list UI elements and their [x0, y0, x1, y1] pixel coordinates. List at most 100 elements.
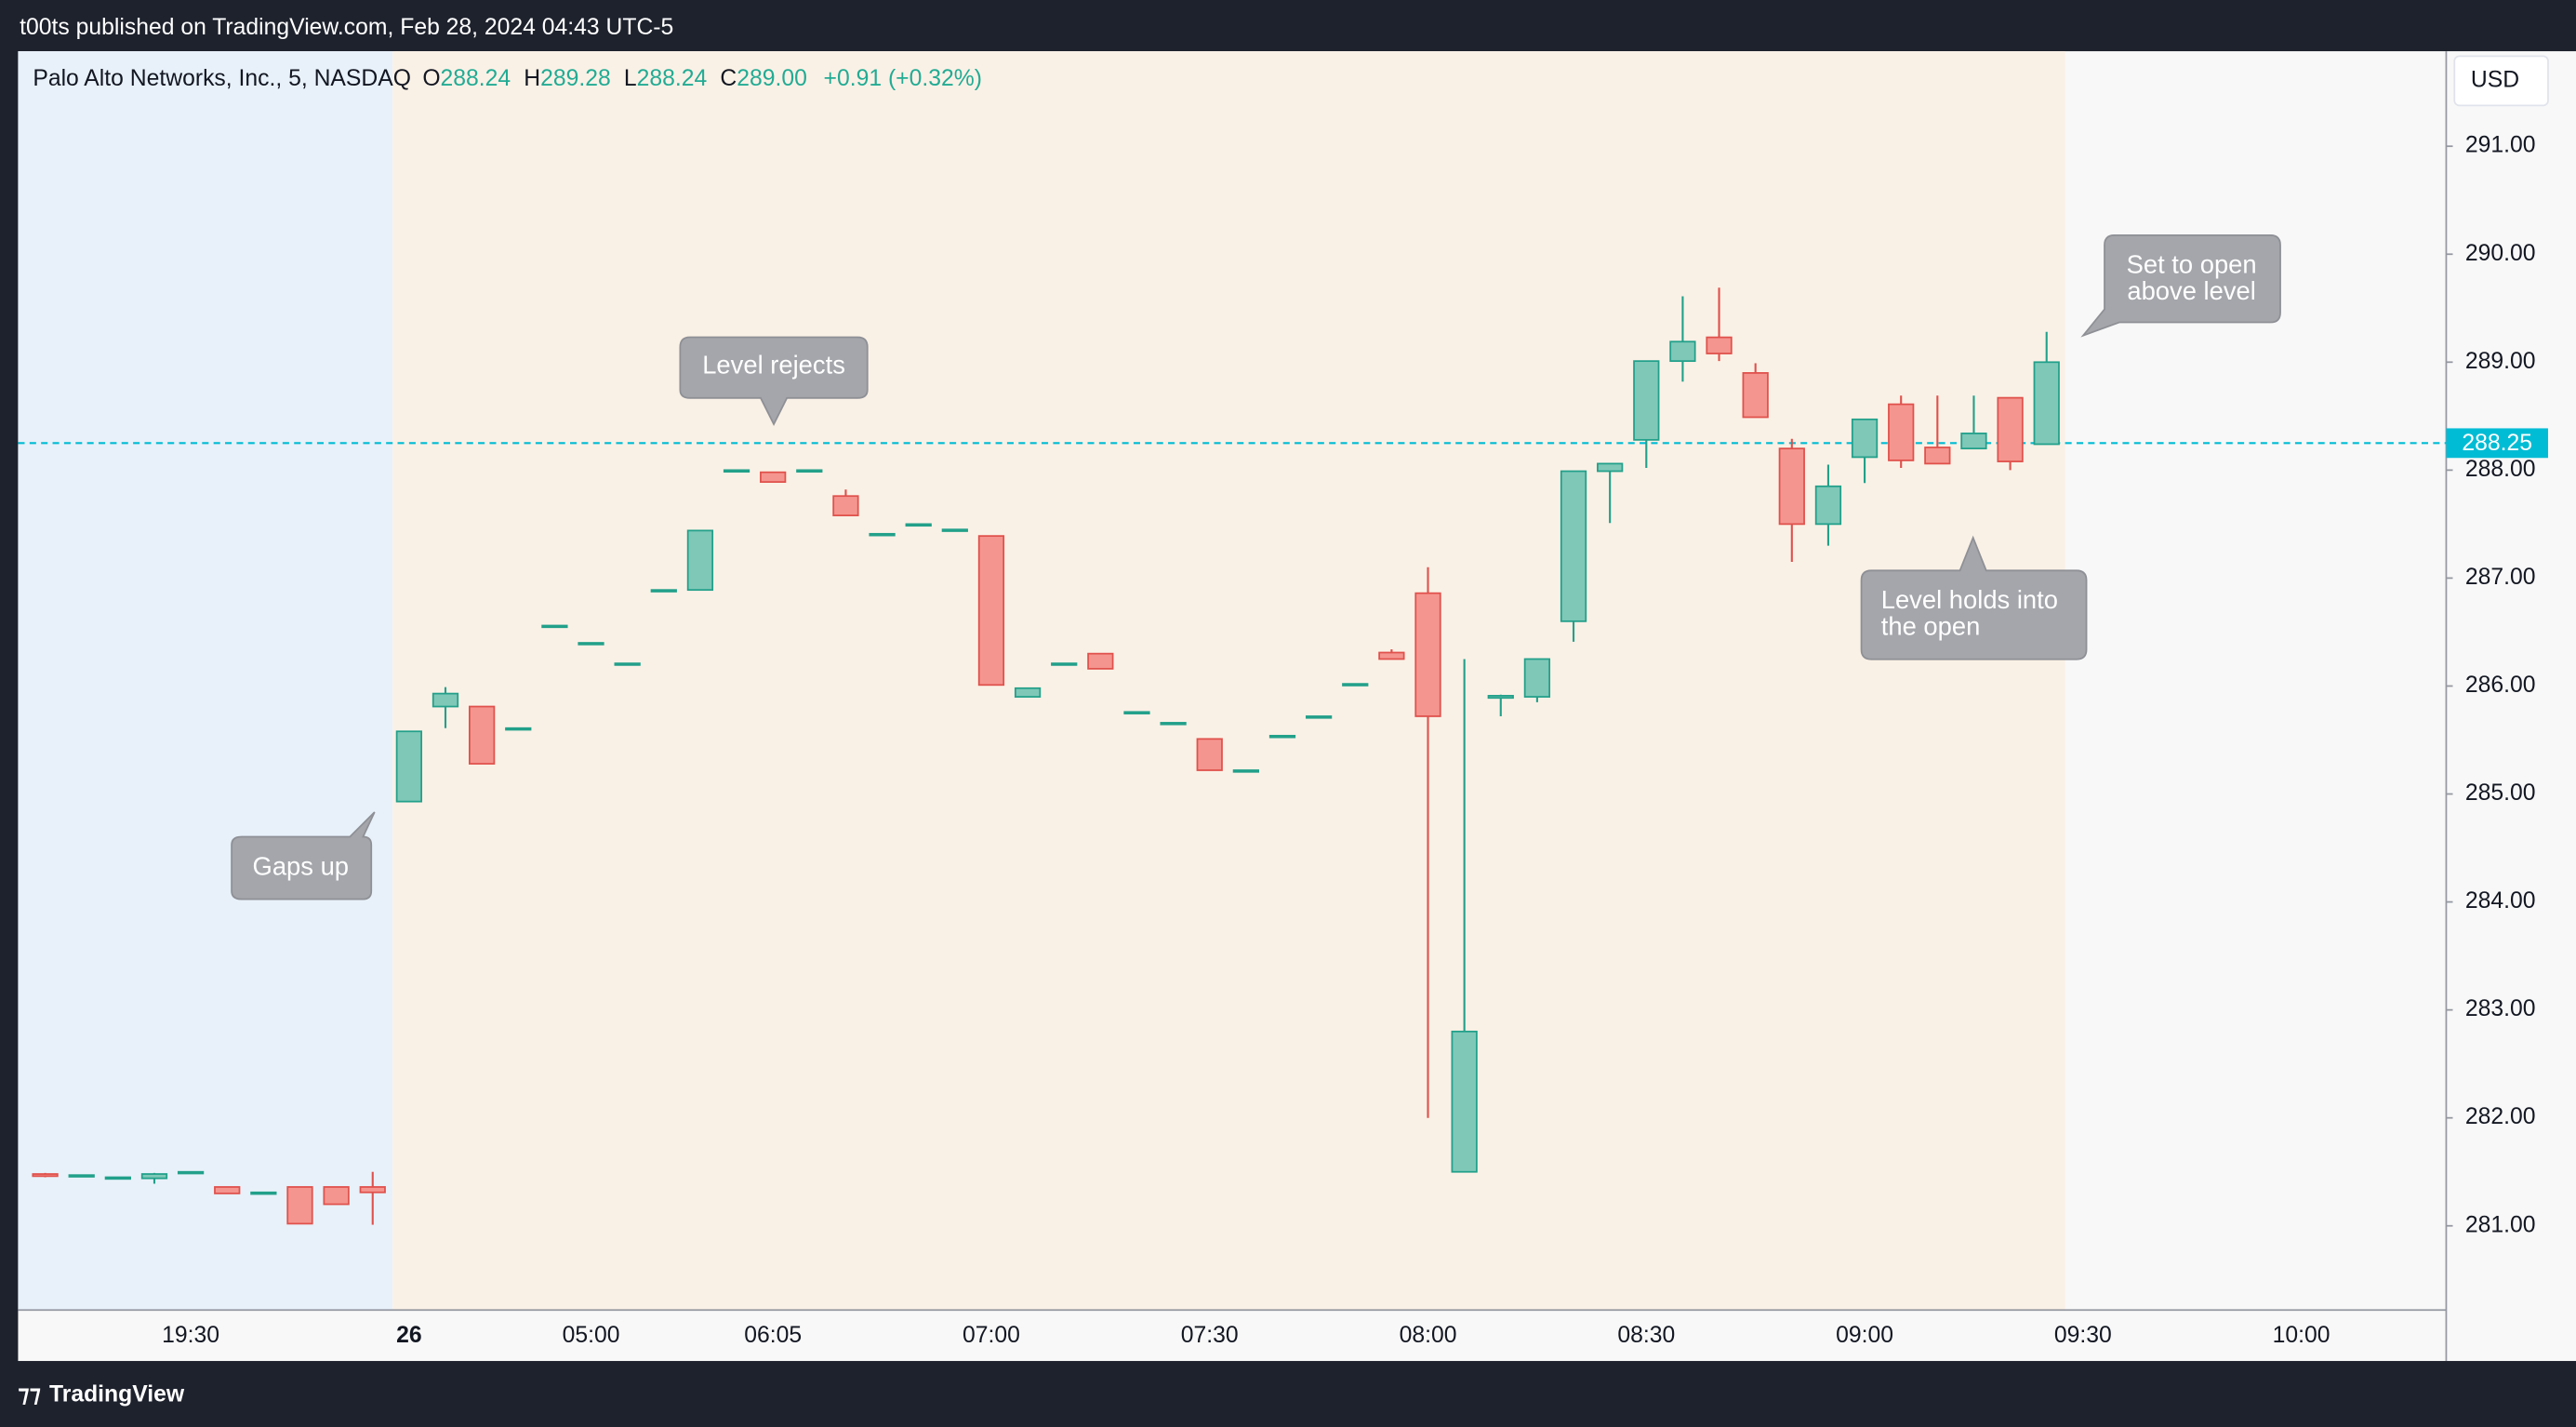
- candle-body: [1305, 715, 1333, 719]
- candle-body: [832, 495, 859, 516]
- legend: Palo Alto Networks, Inc., 5, NASDAQ O288.…: [33, 66, 982, 91]
- candle-body: [1742, 372, 1769, 419]
- annotation-text: Level holds into: [1881, 585, 2058, 614]
- annotation: Level holds into the open: [1860, 535, 2088, 660]
- legend-value: 288.24: [441, 66, 511, 91]
- candle-body: [1888, 403, 1915, 461]
- pre-session-bg: [18, 51, 393, 1311]
- candle-body: [1669, 340, 1696, 363]
- legend-change: +0.91 (+0.32%): [824, 66, 982, 91]
- y-tick-label: 283.00: [2465, 996, 2536, 1021]
- premarket-bg: [392, 51, 2065, 1311]
- legend-value: 289.28: [540, 66, 611, 91]
- legend-symbol: Palo Alto Networks, Inc., 5, NASDAQ: [33, 66, 411, 91]
- candle-body: [686, 529, 714, 592]
- candle-body: [104, 1176, 131, 1180]
- y-tick-label: 281.00: [2465, 1212, 2536, 1237]
- candle-body: [941, 528, 968, 532]
- candle-body: [250, 1191, 277, 1195]
- candle-body: [905, 523, 932, 527]
- x-tick-label: 07:00: [963, 1323, 1020, 1348]
- x-tick-label: 09:00: [1836, 1323, 1893, 1348]
- candle-body: [869, 532, 896, 537]
- candle-body: [68, 1174, 95, 1178]
- candle-body: [1997, 396, 2024, 462]
- candle-body: [1851, 418, 1879, 459]
- x-tick-label: 08:00: [1400, 1323, 1457, 1348]
- time-axis: [18, 1310, 2447, 1362]
- candle-body: [323, 1186, 350, 1206]
- legend-value: 288.24: [637, 66, 708, 91]
- y-tick-label: 291.00: [2465, 133, 2536, 158]
- annotation: Level rejects: [679, 336, 869, 427]
- x-tick-label: 19:30: [162, 1323, 219, 1348]
- x-tick-label: 07:30: [1181, 1323, 1239, 1348]
- price-axis: [2446, 51, 2576, 1362]
- candle-body: [1924, 447, 1951, 465]
- brand-logo: ⁊⁊: [18, 1382, 41, 1407]
- candle-body: [541, 624, 568, 629]
- candle-body: [505, 727, 532, 731]
- y-tick-label: 284.00: [2465, 888, 2536, 914]
- x-tick-label: 10:00: [2273, 1323, 2330, 1348]
- candle-body: [796, 469, 823, 473]
- y-tick-label: 289.00: [2465, 349, 2536, 374]
- candle-body: [1633, 360, 1660, 441]
- candle-body: [1523, 658, 1551, 698]
- candle-body: [1414, 592, 1441, 717]
- x-tick-label: 06:05: [744, 1323, 802, 1348]
- candle-body: [214, 1186, 241, 1194]
- legend-key: O: [422, 66, 440, 91]
- level-label: 288.25: [2462, 431, 2532, 456]
- y-tick-label: 285.00: [2465, 780, 2536, 806]
- annotation-text: the open: [1881, 611, 1981, 640]
- legend-key: H: [524, 66, 540, 91]
- candle-body: [1814, 485, 1842, 526]
- currency-box[interactable]: [2453, 55, 2549, 107]
- brand: TradingView: [49, 1382, 185, 1407]
- candle-body: [1560, 470, 1587, 622]
- annotation-text: Set to open: [2127, 250, 2257, 279]
- candle-body: [1051, 662, 1078, 666]
- y-tick-label: 286.00: [2465, 673, 2536, 698]
- x-tick-label: 26: [396, 1323, 422, 1348]
- candle-body: [578, 642, 604, 646]
- candle-body: [1342, 683, 1369, 687]
- annotation: Gaps up: [231, 811, 376, 900]
- legend-value: 289.00: [737, 66, 807, 91]
- candle-body: [432, 692, 459, 708]
- candle-body: [359, 1186, 386, 1194]
- y-tick-label: 282.00: [2465, 1104, 2536, 1129]
- candle-body: [1597, 462, 1624, 473]
- candle-body: [177, 1170, 205, 1175]
- candle-body: [1487, 695, 1514, 700]
- y-tick-label: 290.00: [2465, 241, 2536, 266]
- legend-key: C: [720, 66, 737, 91]
- candle-body: [1706, 336, 1733, 354]
- candle-body: [32, 1173, 59, 1178]
- candle-body: [614, 662, 641, 666]
- candle-body: [1232, 769, 1259, 773]
- candle-body: [469, 705, 496, 765]
- candle-body: [1451, 1030, 1478, 1173]
- candle-body: [140, 1173, 168, 1180]
- candle-body: [2033, 361, 2060, 446]
- annotation-text: Level rejects: [702, 350, 845, 379]
- x-tick-label: 05:00: [563, 1323, 620, 1348]
- x-tick-label: 08:30: [1617, 1323, 1675, 1348]
- x-tick-label: 09:30: [2054, 1323, 2112, 1348]
- annotation-text: above level: [2127, 276, 2256, 305]
- candle-body: [650, 589, 677, 593]
- y-tick-label: 288.00: [2465, 457, 2536, 482]
- candle-body: [1160, 722, 1187, 726]
- annotation: Set to open above level: [2080, 234, 2281, 338]
- level-label-bg: [2446, 428, 2548, 459]
- candle-body: [1123, 711, 1150, 714]
- legend-key: L: [624, 66, 637, 91]
- candle-body: [977, 535, 1005, 687]
- y-tick-label: 287.00: [2465, 565, 2536, 590]
- candle-body: [1778, 447, 1805, 526]
- candle-body: [723, 469, 750, 473]
